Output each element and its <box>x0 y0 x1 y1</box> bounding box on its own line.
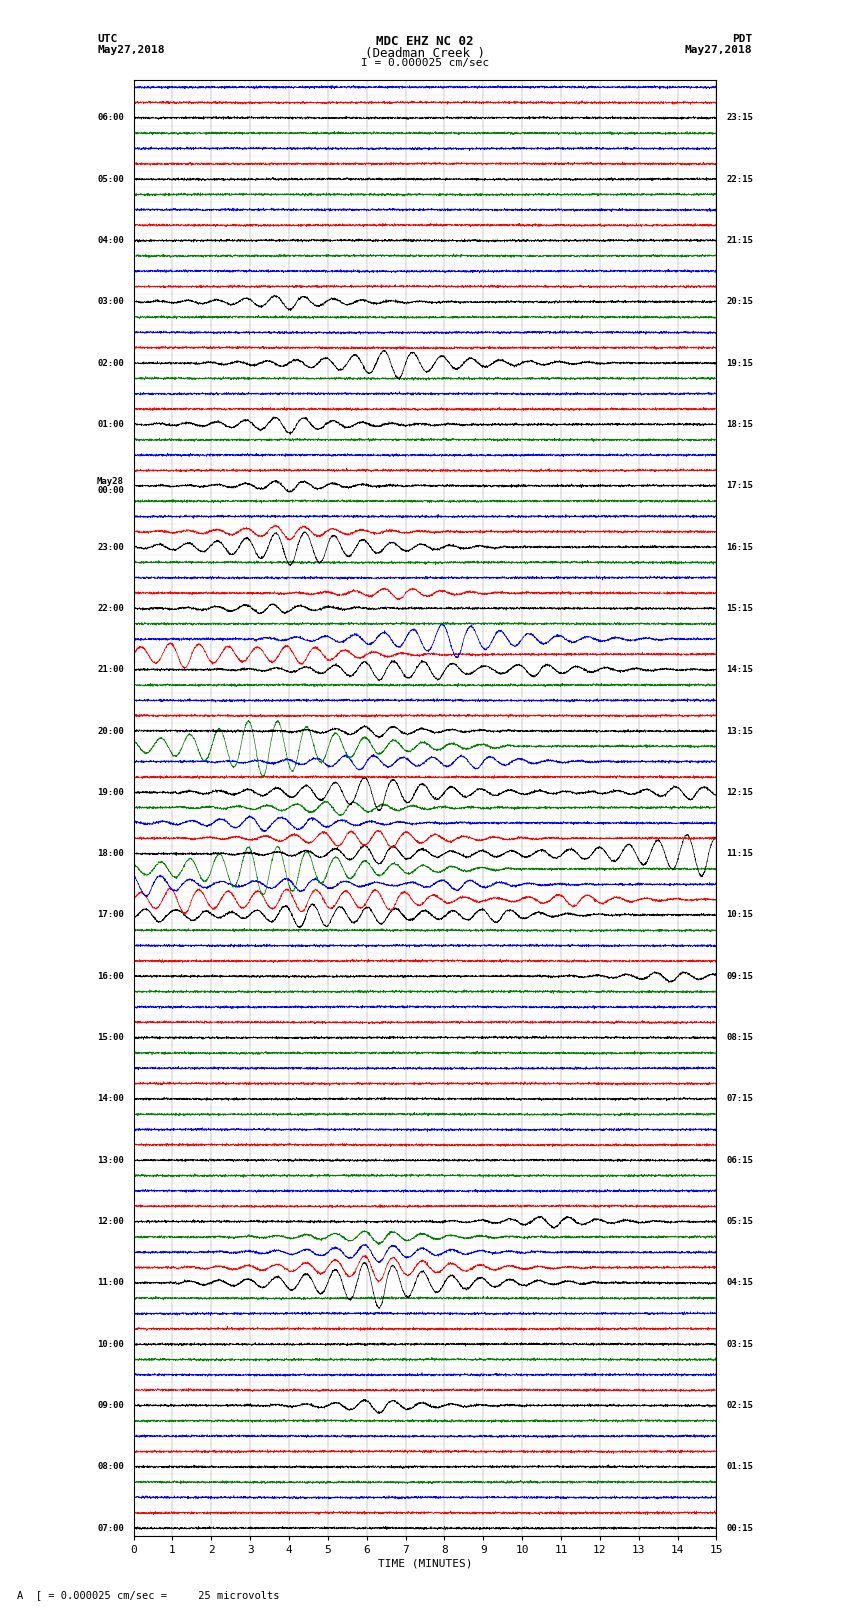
Text: 07:00: 07:00 <box>97 1524 124 1532</box>
Text: 03:15: 03:15 <box>726 1340 753 1348</box>
Text: 13:15: 13:15 <box>726 726 753 736</box>
Text: 02:00: 02:00 <box>97 358 124 368</box>
Text: 11:00: 11:00 <box>97 1279 124 1287</box>
Text: (Deadman Creek ): (Deadman Creek ) <box>365 47 485 60</box>
Text: I = 0.000025 cm/sec: I = 0.000025 cm/sec <box>361 58 489 68</box>
Text: 01:15: 01:15 <box>726 1463 753 1471</box>
Text: 11:15: 11:15 <box>726 848 753 858</box>
Text: 12:00: 12:00 <box>97 1218 124 1226</box>
Text: 23:00: 23:00 <box>97 542 124 552</box>
Text: 21:00: 21:00 <box>97 665 124 674</box>
Text: 21:15: 21:15 <box>726 235 753 245</box>
Text: 10:00: 10:00 <box>97 1340 124 1348</box>
Text: 20:15: 20:15 <box>726 297 753 306</box>
X-axis label: TIME (MINUTES): TIME (MINUTES) <box>377 1560 473 1569</box>
Text: 05:00: 05:00 <box>97 174 124 184</box>
Text: 03:00: 03:00 <box>97 297 124 306</box>
Text: 14:00: 14:00 <box>97 1094 124 1103</box>
Text: 05:15: 05:15 <box>726 1218 753 1226</box>
Text: 02:15: 02:15 <box>726 1402 753 1410</box>
Text: 08:15: 08:15 <box>726 1032 753 1042</box>
Text: 18:00: 18:00 <box>97 848 124 858</box>
Text: 16:00: 16:00 <box>97 971 124 981</box>
Text: PDT: PDT <box>732 34 752 44</box>
Text: May28: May28 <box>97 476 124 486</box>
Text: 14:15: 14:15 <box>726 665 753 674</box>
Text: 09:15: 09:15 <box>726 971 753 981</box>
Text: May27,2018: May27,2018 <box>685 45 752 55</box>
Text: 09:00: 09:00 <box>97 1402 124 1410</box>
Text: A  [ = 0.000025 cm/sec =     25 microvolts: A [ = 0.000025 cm/sec = 25 microvolts <box>17 1590 280 1600</box>
Text: 15:00: 15:00 <box>97 1032 124 1042</box>
Text: 20:00: 20:00 <box>97 726 124 736</box>
Text: 06:15: 06:15 <box>726 1155 753 1165</box>
Text: 08:00: 08:00 <box>97 1463 124 1471</box>
Text: 13:00: 13:00 <box>97 1155 124 1165</box>
Text: 16:15: 16:15 <box>726 542 753 552</box>
Text: 22:15: 22:15 <box>726 174 753 184</box>
Text: 04:15: 04:15 <box>726 1279 753 1287</box>
Text: 23:15: 23:15 <box>726 113 753 123</box>
Text: 18:15: 18:15 <box>726 419 753 429</box>
Text: 15:15: 15:15 <box>726 603 753 613</box>
Text: 01:00: 01:00 <box>97 419 124 429</box>
Text: MDC EHZ NC 02: MDC EHZ NC 02 <box>377 35 473 48</box>
Text: UTC: UTC <box>98 34 118 44</box>
Text: 17:00: 17:00 <box>97 910 124 919</box>
Text: 06:00: 06:00 <box>97 113 124 123</box>
Text: 22:00: 22:00 <box>97 603 124 613</box>
Text: May27,2018: May27,2018 <box>98 45 165 55</box>
Text: 19:15: 19:15 <box>726 358 753 368</box>
Text: 19:00: 19:00 <box>97 787 124 797</box>
Text: 17:15: 17:15 <box>726 481 753 490</box>
Text: 04:00: 04:00 <box>97 235 124 245</box>
Text: 12:15: 12:15 <box>726 787 753 797</box>
Text: 07:15: 07:15 <box>726 1094 753 1103</box>
Text: 00:15: 00:15 <box>726 1524 753 1532</box>
Text: 10:15: 10:15 <box>726 910 753 919</box>
Text: 00:00: 00:00 <box>97 486 124 495</box>
